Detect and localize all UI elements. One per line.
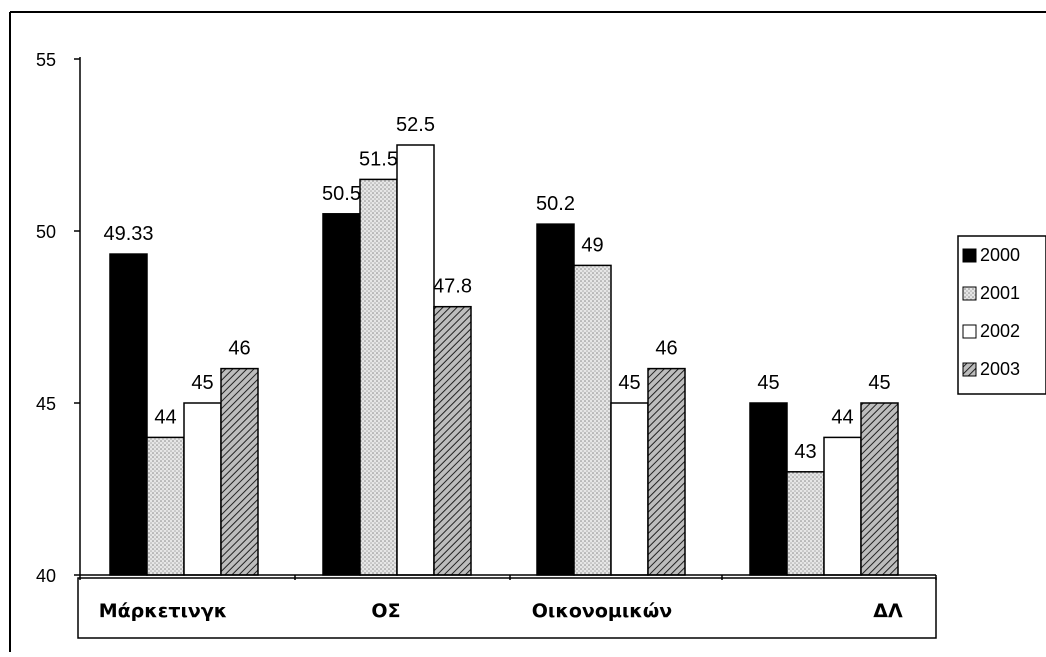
bar-2003-1 bbox=[433, 305, 472, 576]
legend-swatch-2003 bbox=[962, 362, 977, 377]
bar-2002-2 bbox=[610, 402, 649, 576]
data-label-2002-2: 45 bbox=[618, 372, 640, 394]
y-tick-label: 50 bbox=[36, 222, 56, 242]
y-tick-label: 40 bbox=[36, 566, 56, 586]
data-label-2002-0: 45 bbox=[191, 372, 213, 394]
x-axis-categories: Μάρκετινγκ ΟΣ Οικονομικών ΔΛ bbox=[99, 600, 903, 622]
bar-2000-3 bbox=[749, 402, 788, 576]
bar-2003-2 bbox=[647, 367, 686, 576]
data-label-2003-3: 45 bbox=[868, 372, 890, 394]
bar-2003-0 bbox=[220, 367, 259, 576]
legend: 2000 2001 2002 2003 bbox=[957, 235, 1046, 395]
data-label-2002-3: 44 bbox=[831, 406, 853, 428]
category-label-box bbox=[77, 577, 937, 639]
bar-2003-3 bbox=[860, 402, 899, 576]
bar-2002-1 bbox=[396, 144, 435, 576]
data-labels-layer: 49.33 44 45 46 50.5 51.5 52.5 47.8 50.2 49 45 46 45 4… bbox=[103, 114, 890, 463]
legend-label-2000: 2000 bbox=[980, 245, 1020, 265]
bars-layer bbox=[109, 144, 899, 576]
data-label-2000-2: 50.2 bbox=[536, 193, 575, 215]
bar-2001-1 bbox=[359, 178, 398, 576]
category-label: ΟΣ bbox=[371, 600, 400, 622]
data-label-2003-2: 46 bbox=[655, 338, 677, 360]
legend-swatch-2000 bbox=[962, 248, 977, 263]
y-tick-label: 55 bbox=[36, 50, 56, 70]
category-label: ΔΛ bbox=[873, 600, 903, 622]
bar-2001-3 bbox=[786, 471, 825, 576]
legend-label-2002: 2002 bbox=[980, 321, 1020, 341]
bar-2001-2 bbox=[573, 264, 612, 576]
legend-label-2001: 2001 bbox=[980, 283, 1020, 303]
bar-2001-0 bbox=[146, 436, 185, 576]
y-axis: 40 45 50 55 bbox=[36, 50, 937, 586]
bar-2002-3 bbox=[823, 436, 862, 576]
data-label-2001-0: 44 bbox=[154, 406, 176, 428]
data-label-2000-0: 49.33 bbox=[103, 223, 153, 245]
bar-2002-0 bbox=[183, 402, 222, 576]
bar-2000-1 bbox=[322, 213, 361, 576]
data-label-2003-1: 47.8 bbox=[433, 276, 472, 298]
category-label: Μάρκετινγκ bbox=[99, 600, 228, 622]
data-label-2000-1: 50.5 bbox=[322, 183, 361, 205]
bar-2000-0 bbox=[109, 253, 148, 576]
bar-2000-2 bbox=[536, 223, 575, 576]
legend-swatch-2001 bbox=[962, 286, 977, 301]
data-label-2003-0: 46 bbox=[228, 338, 250, 360]
data-label-2001-2: 49 bbox=[581, 234, 603, 256]
y-tick-label: 45 bbox=[36, 394, 56, 414]
data-label-2002-1: 52.5 bbox=[396, 114, 435, 136]
legend-swatch-2002 bbox=[962, 324, 977, 339]
category-label: Οικονομικών bbox=[532, 600, 672, 622]
data-label-2000-3: 45 bbox=[757, 372, 779, 394]
legend-label-2003: 2003 bbox=[980, 359, 1020, 379]
data-label-2001-1: 51.5 bbox=[359, 148, 398, 170]
data-label-2001-3: 43 bbox=[794, 441, 816, 463]
